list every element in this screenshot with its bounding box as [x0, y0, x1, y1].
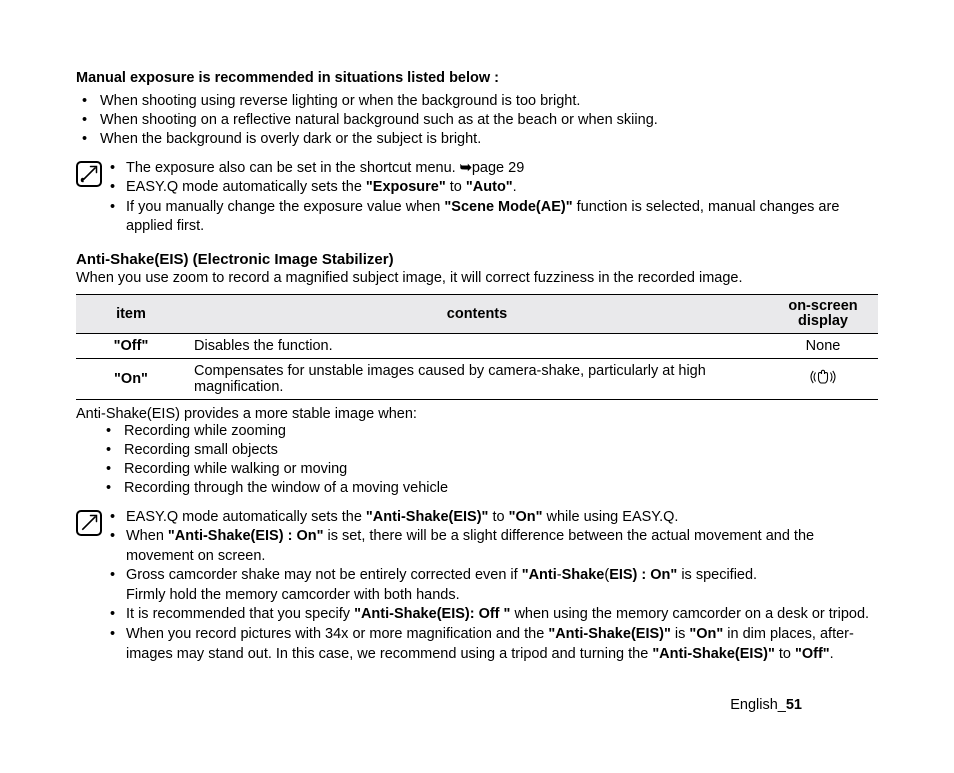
after-table-text: Anti-Shake(EIS) provides a more stable i… — [76, 406, 878, 422]
th-contents: contents — [186, 294, 768, 333]
note-item: Gross camcorder shake may not be entirel… — [110, 566, 878, 605]
table-row: "Off" Disables the function. None — [76, 334, 878, 359]
th-item: item — [76, 294, 186, 333]
note-block-2: EASY.Q mode automatically sets the "Anti… — [76, 508, 878, 665]
note-item: It is recommended that you specify "Anti… — [110, 605, 878, 625]
note-icon — [76, 161, 102, 187]
note-item: When "Anti-Shake(EIS) : On" is set, ther… — [110, 527, 878, 566]
settings-table: item contents on-screen display "Off" Di… — [76, 294, 878, 400]
anti-shake-heading: Anti-Shake(EIS) (Electronic Image Stabil… — [76, 251, 878, 268]
stable-item: Recording while walking or moving — [124, 460, 878, 479]
note-item: If you manually change the exposure valu… — [110, 198, 878, 237]
manual-exposure-heading: Manual exposure is recommended in situat… — [76, 70, 878, 86]
th-display: on-screen display — [768, 294, 878, 333]
stable-list: Recording while zooming Recording small … — [76, 422, 878, 497]
note-list: The exposure also can be set in the shor… — [110, 159, 878, 237]
note-item: The exposure also can be set in the shor… — [110, 159, 878, 179]
situation-list: When shooting using reverse lighting or … — [76, 92, 878, 149]
cell-contents: Disables the function. — [186, 334, 768, 359]
situation-item: When shooting on a reflective natural ba… — [100, 111, 878, 130]
note-item: EASY.Q mode automatically sets the "Anti… — [110, 508, 878, 528]
stable-item: Recording small objects — [124, 441, 878, 460]
cell-display: None — [768, 334, 878, 359]
anti-shake-icon — [808, 375, 838, 391]
cell-display — [768, 359, 878, 400]
note-item: When you record pictures with 34x or mor… — [110, 625, 878, 664]
cell-item: "On" — [76, 359, 186, 400]
note-block-1: The exposure also can be set in the shor… — [76, 159, 878, 237]
note-item: EASY.Q mode automatically sets the "Expo… — [110, 178, 878, 198]
stable-item: Recording through the window of a moving… — [124, 479, 878, 498]
page-footer: English_51 — [730, 697, 802, 713]
stable-item: Recording while zooming — [124, 422, 878, 441]
situation-item: When the background is overly dark or th… — [100, 130, 878, 149]
anti-shake-intro: When you use zoom to record a magnified … — [76, 270, 878, 286]
note-list: EASY.Q mode automatically sets the "Anti… — [110, 508, 878, 665]
cell-item: "Off" — [76, 334, 186, 359]
table-row: "On" Compensates for unstable images cau… — [76, 359, 878, 400]
situation-item: When shooting using reverse lighting or … — [100, 92, 878, 111]
cell-contents: Compensates for unstable images caused b… — [186, 359, 768, 400]
note-icon — [76, 510, 102, 536]
